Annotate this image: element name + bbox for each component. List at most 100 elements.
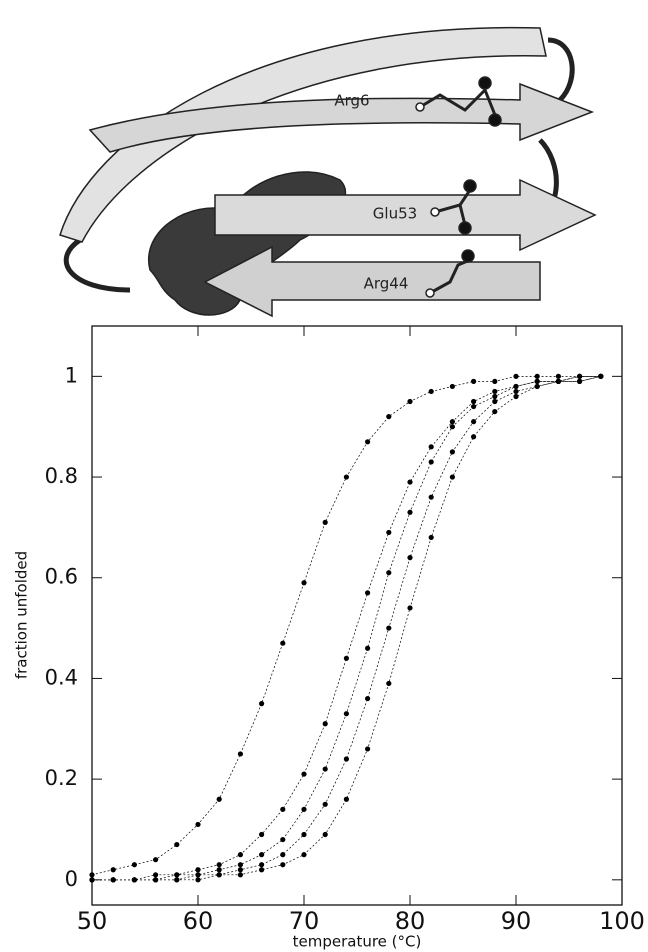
data-point: [555, 373, 562, 379]
curve: [92, 375, 601, 881]
data-point: [365, 695, 371, 702]
x-tick-label: 50: [77, 907, 108, 935]
data-point: [471, 398, 477, 405]
atom: [488, 113, 502, 127]
data-point: [174, 841, 180, 848]
y-tick-label: 0.8: [45, 464, 78, 488]
x-tick-label: 70: [289, 907, 320, 935]
data-point: [153, 872, 159, 878]
data-point: [428, 459, 434, 465]
data-point: [322, 766, 328, 772]
data-point: [280, 852, 286, 858]
atom: [430, 207, 440, 217]
data-point: [471, 403, 477, 410]
data-point: [471, 378, 477, 384]
x-axis-label: temperature (°C): [293, 933, 422, 951]
y-tick-label: 0.2: [45, 766, 78, 790]
y-tick-label: 0.6: [45, 565, 78, 589]
data-point: [343, 474, 349, 480]
data-point: [513, 393, 519, 400]
data-point: [407, 509, 413, 515]
data-point: [174, 877, 180, 883]
data-point: [301, 806, 307, 812]
data-point: [386, 414, 392, 420]
data-point: [131, 862, 137, 868]
curve: [92, 376, 601, 881]
data-point: [365, 645, 371, 651]
plot-frame: [91, 325, 623, 906]
data-point: [449, 449, 455, 455]
data-point: [131, 877, 137, 883]
data-point: [237, 862, 243, 868]
data-point: [343, 756, 349, 762]
data-point: [449, 419, 455, 425]
data-point: [386, 680, 392, 687]
residue-label: Arg6: [334, 92, 369, 110]
y-axis-label: fraction unfolded: [13, 551, 31, 679]
protein-ribbon: [59, 26, 597, 318]
data-point: [577, 378, 583, 384]
data-point: [555, 378, 562, 384]
data-point: [407, 555, 413, 561]
data-point: [386, 625, 392, 631]
y-tick-label: 0: [65, 867, 78, 891]
data-point: [216, 867, 222, 873]
data-point: [577, 373, 583, 379]
data-point: [322, 831, 328, 838]
data-point: [407, 398, 413, 405]
data-point: [513, 383, 519, 390]
strand: [203, 245, 541, 318]
data-point: [259, 831, 265, 838]
data-point: [365, 746, 371, 752]
data-point: [322, 519, 328, 525]
data-point: [322, 801, 328, 807]
data-point: [153, 877, 159, 883]
x-tick-label: 60: [183, 907, 214, 935]
data-point: [195, 877, 201, 883]
atom: [463, 179, 477, 193]
data-point: [386, 529, 392, 536]
data-point: [259, 852, 265, 858]
data-point: [280, 806, 286, 812]
curve: [92, 376, 601, 881]
residue-label: Arg44: [364, 275, 409, 293]
data-point: [343, 711, 349, 717]
data-point: [428, 444, 434, 450]
data-point: [428, 534, 434, 541]
data-point: [492, 398, 498, 405]
curve: [92, 375, 601, 881]
data-point: [280, 862, 286, 868]
side-chain: [419, 87, 497, 295]
data-point: [471, 434, 477, 440]
data-point: [237, 872, 243, 878]
data-point: [428, 494, 434, 500]
x-tick-label: 80: [395, 907, 426, 935]
x-tick-label: 90: [501, 907, 532, 935]
data-point: [216, 862, 222, 868]
data-point: [492, 388, 498, 395]
data-point: [301, 831, 307, 838]
data-point: [259, 867, 265, 873]
data-point: [492, 408, 498, 415]
data-point: [89, 877, 95, 883]
data-point: [89, 872, 95, 878]
data-point: [259, 862, 265, 868]
residue-label: Glu53: [373, 205, 417, 223]
y-tick-label: 0.4: [45, 665, 78, 689]
data-point: [471, 419, 477, 425]
data-point: [301, 580, 307, 586]
data-point: [280, 640, 286, 646]
data-point: [195, 867, 201, 873]
atom: [415, 102, 425, 112]
atom: [458, 221, 472, 235]
data-point: [216, 796, 222, 802]
data-point: [428, 388, 434, 395]
data-point: [110, 867, 116, 873]
data-point: [343, 796, 349, 802]
data-point: [492, 378, 498, 384]
data-point: [365, 439, 371, 445]
data-point: [407, 479, 413, 485]
data-point: [513, 388, 519, 395]
data-point: [449, 424, 455, 430]
